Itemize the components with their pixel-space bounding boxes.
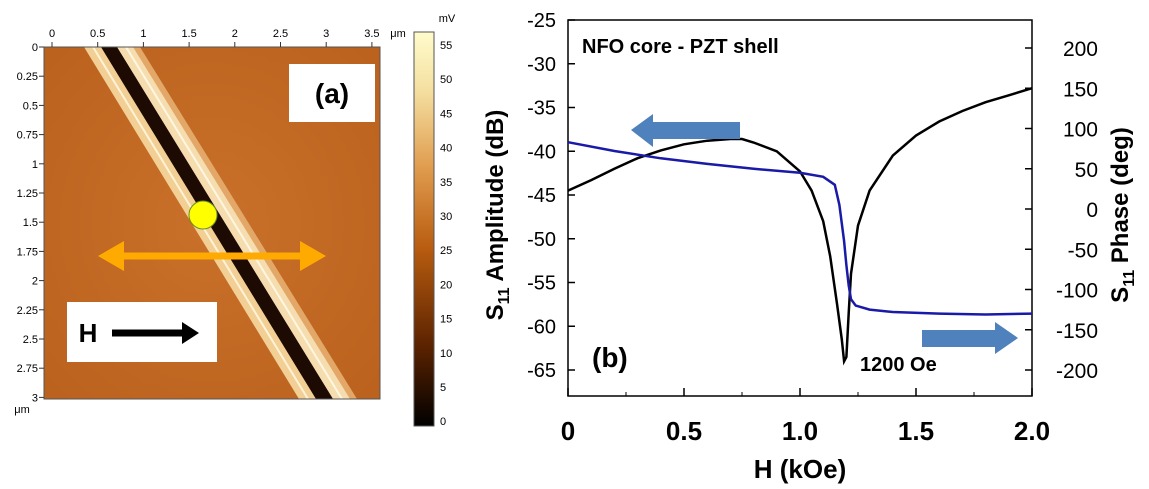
colorbar-tick-label: 40 [440, 143, 452, 155]
x-tick-label: 2.0 [1014, 416, 1050, 446]
chart-title: NFO core - PZT shell [582, 36, 779, 58]
y2-tick-label: -100 [1056, 280, 1098, 303]
panel-b-label: (b) [592, 342, 628, 373]
y2-tick-label: 50 [1075, 159, 1098, 182]
y-tick-label: -30 [527, 54, 556, 76]
afm-y-tick-label: 2.25 [17, 305, 38, 317]
afm-y-tick-label: 3 [32, 392, 38, 404]
y-tick-label: -65 [527, 360, 556, 382]
y-tick-label: -55 [527, 273, 556, 295]
x-tick-labels: 0 0.5 1.0 1.5 2.0 [561, 416, 1050, 446]
afm-x-unit: μm [390, 28, 406, 40]
afm-x-tick-label: 3.5 [364, 28, 379, 40]
afm-y-tick-label: 0.25 [17, 71, 38, 83]
colorbar-unit: mV [439, 13, 456, 25]
measurement-spot [188, 200, 218, 230]
colorbar-tick-label: 45 [440, 108, 452, 120]
y-tick-label: -35 [527, 98, 556, 120]
y-tick-label: -45 [527, 185, 556, 207]
y-axis-label: S11 Amplitude (dB) [482, 110, 513, 321]
panel-a: 0 0.5 1 1.5 2 2.5 3 3.5 0 0.25 0.5 0.75 1 1.25 1.5 1.7… [14, 13, 456, 428]
afm-x-tick-label: 0.5 [90, 28, 105, 40]
y-tick-label: -60 [527, 316, 556, 338]
y2-tick-labels: 200 150 100 50 0 -50 -100 -150 -200 [1056, 38, 1098, 383]
y2-tick-label: 100 [1063, 119, 1098, 142]
panel-a-label: (a) [315, 78, 349, 109]
field-arrow-icon [112, 322, 199, 344]
colorbar [413, 31, 435, 427]
afm-y-tick-label: 2.5 [23, 334, 38, 346]
colorbar-tick-label: 35 [440, 177, 452, 189]
colorbar-tick-label: 0 [440, 416, 446, 428]
colorbar-tick-label: 15 [440, 314, 452, 326]
afm-y-ticks: 0 0.25 0.5 0.75 1 1.25 1.5 1.75 2 2.25 2.5 2.75 3 [17, 42, 44, 404]
y2-tick-label: -150 [1056, 320, 1098, 343]
colorbar-tick-label: 5 [440, 382, 446, 394]
afm-x-tick-label: 1.5 [181, 28, 196, 40]
colorbar-tick-label: 20 [440, 279, 452, 291]
afm-x-tick-label: 3 [323, 28, 329, 40]
y2-tick-label: 200 [1063, 38, 1098, 61]
orange-double-arrow-icon [98, 241, 326, 271]
x-axis-label: H (kOe) [754, 454, 846, 484]
resonance-annotation: 1200 Oe [860, 354, 937, 376]
colorbar-tick-label: 25 [440, 245, 452, 257]
x-tick-label: 1.0 [782, 416, 818, 446]
afm-y-tick-label: 1.25 [17, 188, 38, 200]
y2-tick-label: 0 [1086, 199, 1098, 222]
afm-y-tick-label: 0.75 [17, 130, 38, 142]
y-tick-label: -25 [527, 10, 556, 32]
afm-y-tick-label: 0 [32, 42, 38, 54]
colorbar-tick-label: 30 [440, 211, 452, 223]
colorbar-tick-label: 10 [440, 348, 452, 360]
x-tick-label: 1.5 [898, 416, 934, 446]
afm-y-unit: μm [14, 404, 30, 416]
field-label: H [79, 318, 98, 348]
colorbar-tick-label: 55 [440, 40, 452, 52]
afm-y-tick-label: 2.75 [17, 363, 38, 375]
panel-a-label-box [289, 64, 375, 122]
afm-y-tick-label: 2 [32, 276, 38, 288]
x-tick-label: 0.5 [666, 416, 702, 446]
phase-series-line [567, 140, 1033, 316]
afm-x-tick-label: 2.5 [273, 28, 288, 40]
afm-x-tick-label: 1 [140, 28, 146, 40]
amplitude-series-line [567, 87, 1033, 366]
afm-y-tick-label: 1.5 [23, 217, 38, 229]
afm-y-tick-label: 0.5 [23, 100, 38, 112]
afm-y-tick-label: 1.75 [17, 246, 38, 258]
colorbar-tick-label: 50 [440, 74, 452, 86]
afm-x-ticks: 0 0.5 1 1.5 2 2.5 3 3.5 [49, 28, 380, 47]
panel-b: 0 0.5 1.0 1.5 2.0 -25 -30 -35 -40 -45 -50 -55 -60 -6… [482, 10, 1138, 484]
left-axis-arrow-icon [631, 114, 740, 147]
afm-x-tick-label: 0 [49, 28, 55, 40]
y-tick-label: -40 [527, 141, 556, 163]
y-tick-labels: -25 -30 -35 -40 -45 -50 -55 -60 -65 [527, 10, 556, 382]
y2-tick-label: 150 [1063, 78, 1098, 101]
y-tick-label: -50 [527, 229, 556, 251]
right-axis-arrow-icon [922, 322, 1018, 354]
afm-y-tick-label: 1 [32, 159, 38, 171]
plot-ticks [567, 19, 1033, 396]
afm-x-tick-label: 2 [232, 28, 238, 40]
y2-tick-label: -50 [1068, 239, 1098, 262]
x-tick-label: 0 [561, 416, 575, 446]
y2-tick-label: -200 [1056, 360, 1098, 383]
y2-axis-label: S11 Phase (deg) [1107, 127, 1138, 303]
